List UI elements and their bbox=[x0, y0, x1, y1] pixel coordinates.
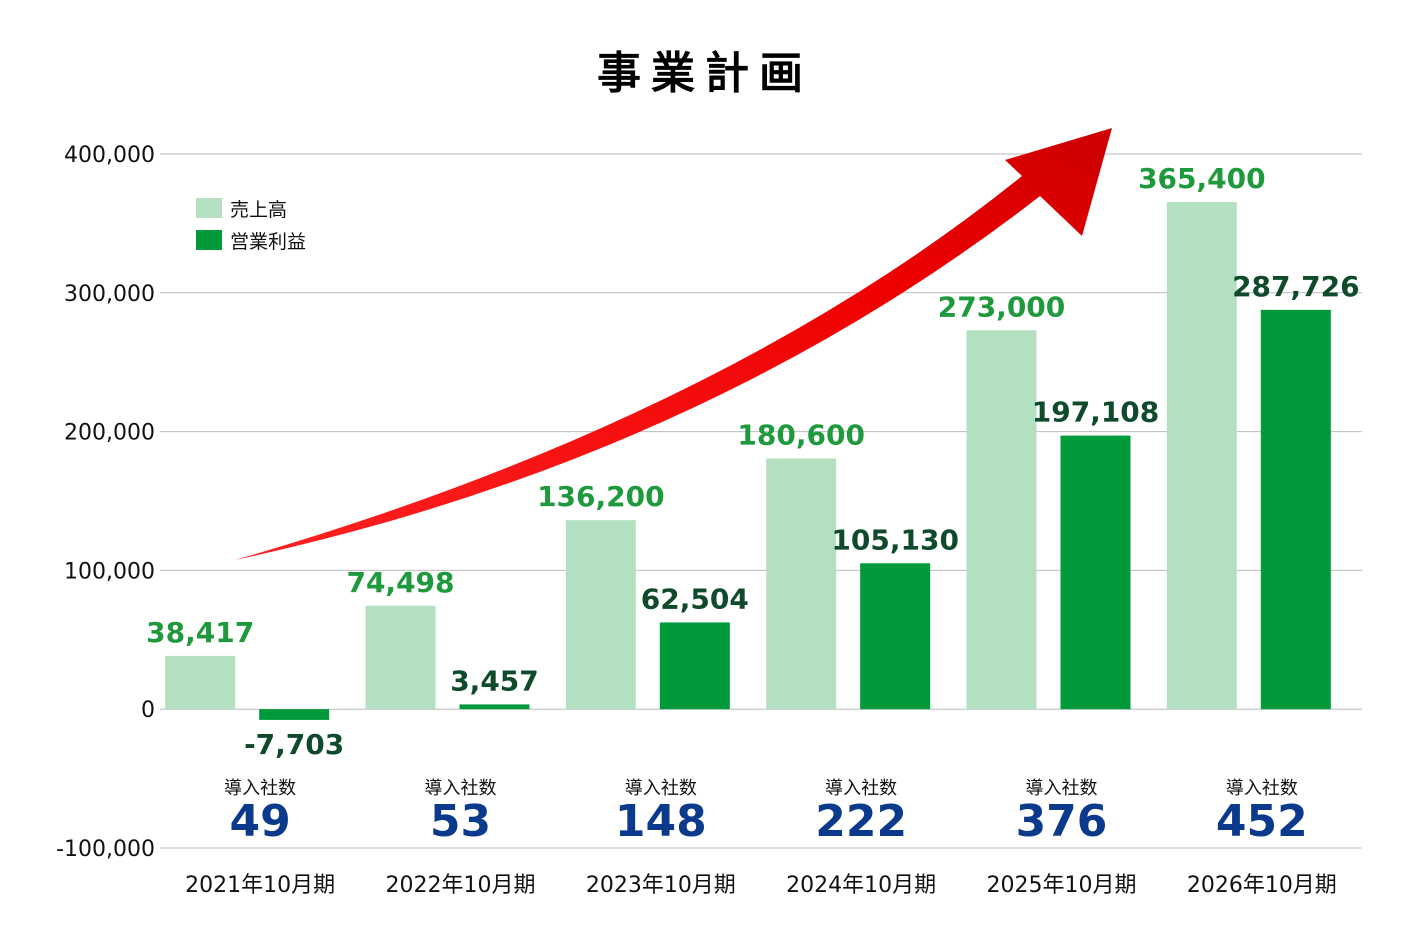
bar-sales bbox=[365, 605, 436, 710]
bar-sales bbox=[966, 330, 1037, 710]
y-axis-ticks: 400,000 300,000 200,000 100,000 0 -100,000 bbox=[56, 143, 155, 862]
trend-arrow bbox=[235, 128, 1112, 560]
customers-count: 53 bbox=[430, 796, 491, 847]
x-category-label: 2024年10月期 bbox=[786, 873, 936, 898]
data-label-sales: 74,498 bbox=[346, 566, 454, 599]
customers-label: 導入社数 bbox=[1226, 778, 1298, 799]
data-label-sales: 273,000 bbox=[938, 290, 1066, 323]
x-category-label: 2026年10月期 bbox=[1187, 873, 1337, 898]
bar-operating-profit bbox=[659, 622, 730, 710]
legend-swatch bbox=[196, 230, 222, 250]
bar-operating-profit bbox=[459, 704, 530, 710]
y-tick-label: 200,000 bbox=[64, 421, 155, 446]
customers-count: 452 bbox=[1216, 796, 1308, 847]
data-label-operating-profit: -7,703 bbox=[244, 728, 344, 761]
customers-label: 導入社数 bbox=[625, 778, 697, 799]
bar-sales bbox=[1166, 202, 1237, 710]
x-axis-categories: 2021年10月期 2022年10月期 2023年10月期 2024年10月期 2025… bbox=[185, 873, 1337, 898]
bar-operating-profit bbox=[1060, 435, 1131, 710]
customers-label: 導入社数 bbox=[425, 778, 497, 799]
customers-count: 148 bbox=[615, 796, 707, 847]
data-label-operating-profit: 287,726 bbox=[1232, 270, 1360, 303]
y-tick-label: 0 bbox=[141, 698, 155, 723]
y-tick-label: 400,000 bbox=[64, 143, 155, 168]
data-label-sales: 38,417 bbox=[146, 616, 254, 649]
customers-count: 49 bbox=[230, 796, 291, 847]
bar-operating-profit bbox=[860, 563, 931, 710]
data-label-operating-profit: 105,130 bbox=[831, 523, 959, 556]
data-label-sales: 365,400 bbox=[1138, 162, 1266, 195]
customers-count: 376 bbox=[1016, 796, 1108, 847]
data-label-operating-profit: 197,108 bbox=[1032, 396, 1160, 429]
customers-label: 導入社数 bbox=[825, 778, 897, 799]
x-category-label: 2021年10月期 bbox=[185, 873, 335, 898]
x-category-label: 2023年10月期 bbox=[586, 873, 736, 898]
legend-swatch bbox=[196, 198, 222, 218]
data-label-sales: 180,600 bbox=[737, 419, 865, 452]
data-label-operating-profit: 62,504 bbox=[641, 582, 749, 615]
chart-title: 事業計画 bbox=[597, 48, 813, 99]
grid-lines bbox=[160, 153, 1362, 849]
legend-label: 営業利益 bbox=[230, 231, 306, 253]
y-tick-label: 100,000 bbox=[64, 559, 155, 584]
y-tick-label: 300,000 bbox=[64, 282, 155, 307]
bars bbox=[165, 202, 1331, 720]
bar-sales bbox=[565, 520, 636, 710]
data-labels: 38,417 -7,703 74,498 3,457 136,200 62,504 180,… bbox=[146, 162, 1359, 761]
legend-label: 売上高 bbox=[230, 199, 287, 221]
data-label-sales: 136,200 bbox=[537, 480, 665, 513]
data-label-operating-profit: 3,457 bbox=[450, 664, 539, 697]
x-category-label: 2025年10月期 bbox=[987, 873, 1137, 898]
customers-count: 222 bbox=[815, 796, 907, 847]
bar-operating-profit bbox=[1260, 309, 1331, 710]
customers-label: 導入社数 bbox=[224, 778, 296, 799]
x-category-label: 2022年10月期 bbox=[386, 873, 536, 898]
bar-sales bbox=[766, 458, 837, 710]
y-tick-label: -100,000 bbox=[56, 837, 155, 862]
customers-label: 導入社数 bbox=[1026, 778, 1098, 799]
bar-sales bbox=[165, 655, 236, 710]
bar-operating-profit bbox=[259, 709, 330, 720]
